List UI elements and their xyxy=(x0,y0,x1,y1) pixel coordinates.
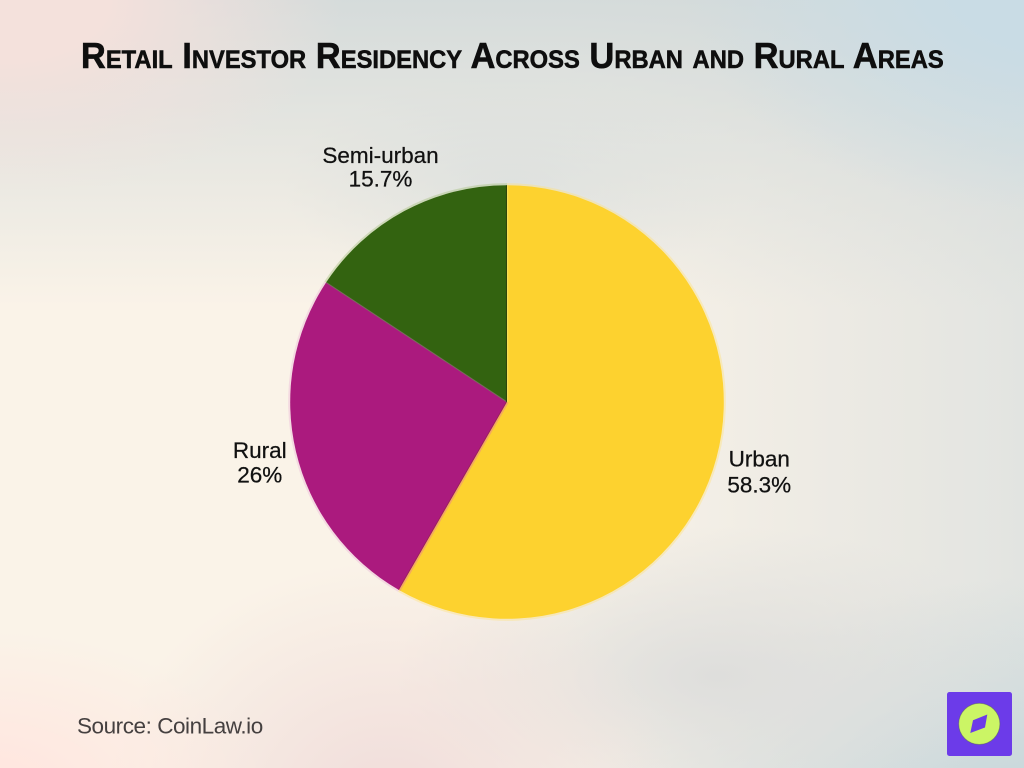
svg-text:Rural: Rural xyxy=(233,438,287,463)
svg-text:Urban: Urban xyxy=(729,446,790,471)
svg-text:Semi-urban: Semi-urban xyxy=(322,143,438,168)
svg-text:15.7%: 15.7% xyxy=(349,167,413,192)
svg-text:Source: CoinLaw.io: Source: CoinLaw.io xyxy=(77,714,263,739)
svg-text:58.3%: 58.3% xyxy=(727,473,791,498)
svg-text:26%: 26% xyxy=(237,463,282,488)
